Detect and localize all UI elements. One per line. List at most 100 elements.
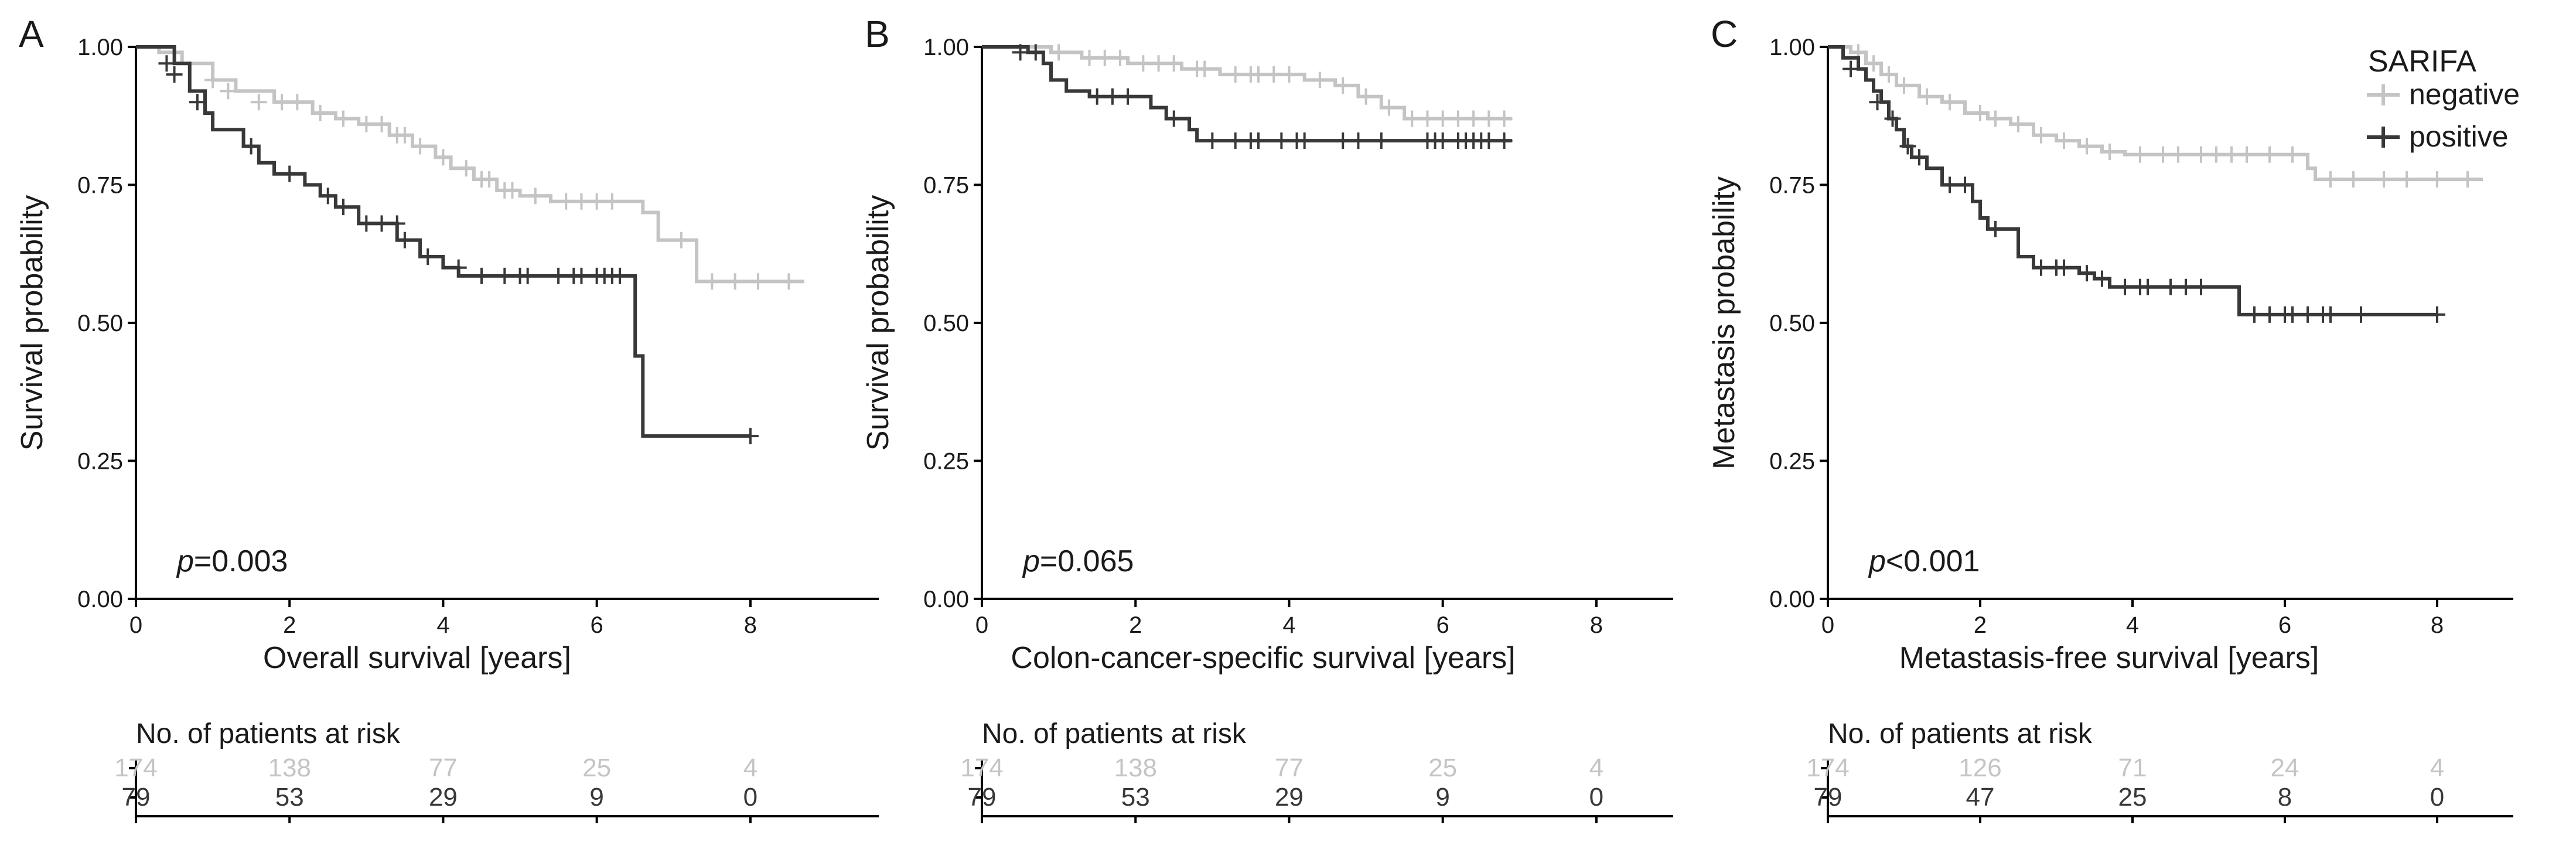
x-tick-label: 6 — [591, 612, 603, 638]
censor-mark-negative — [1465, 110, 1482, 127]
censor-mark-positive — [1120, 88, 1137, 105]
censor-mark-negative — [274, 94, 291, 111]
censor-mark-positive — [419, 248, 436, 265]
censor-mark-positive — [1957, 176, 1973, 193]
censor-mark-positive — [158, 55, 175, 72]
x-tick-label: 8 — [2431, 612, 2444, 638]
censor-mark-positive — [2079, 265, 2095, 282]
censor-mark-negative — [780, 273, 797, 290]
x-tick-label: 6 — [2278, 612, 2291, 638]
censor-mark-negative — [1865, 55, 1882, 72]
legend-title: SARIFA — [2368, 45, 2476, 79]
censor-mark-negative — [673, 231, 690, 248]
censor-mark-positive — [388, 215, 405, 232]
censor-mark-positive — [2117, 278, 2133, 295]
legend-label-negative: negative — [2409, 78, 2520, 111]
censor-mark-negative — [358, 115, 375, 132]
y-axis-title: Survival probability — [15, 195, 49, 451]
censor-mark-negative — [588, 193, 605, 210]
p-value-text: =0.003 — [194, 544, 288, 578]
censor-mark-negative — [412, 138, 429, 155]
censor-mark-positive — [496, 267, 513, 284]
censor-mark-positive — [519, 267, 536, 284]
y-tick-label: 0.50 — [1769, 311, 1815, 336]
panel-label: B — [865, 13, 890, 55]
censor-mark-positive — [2033, 259, 2049, 276]
censor-mark-negative — [458, 160, 475, 177]
risk-count-positive: 47 — [1966, 783, 1995, 812]
censor-mark-negative — [2010, 115, 2026, 132]
p-value-symbol: p — [1022, 544, 1040, 578]
y-tick-label: 0.75 — [77, 173, 123, 199]
censor-mark-negative — [2261, 146, 2278, 163]
risk-table-title: No. of patients at risk — [136, 718, 401, 749]
x-tick-label: 6 — [1437, 612, 1449, 638]
x-tick-label: 0 — [129, 612, 142, 638]
x-axis-title: Overall survival [years] — [263, 641, 571, 675]
censor-mark-positive — [2094, 270, 2110, 287]
risk-count-positive: 29 — [1275, 783, 1304, 812]
p-value-annotation: p<0.001 — [1868, 544, 1980, 578]
censor-mark-positive — [2353, 306, 2369, 323]
y-axis-title: Survival probability — [861, 195, 895, 451]
y-tick-label: 0.00 — [1769, 587, 1815, 612]
risk-count-positive: 0 — [2430, 783, 2444, 812]
censor-mark-positive — [1911, 149, 1927, 166]
censor-mark-negative — [1096, 49, 1113, 66]
censor-mark-positive — [1434, 132, 1451, 149]
p-value-text: <0.001 — [1886, 544, 1980, 578]
censor-mark-negative — [1357, 88, 1374, 105]
censor-mark-positive — [1104, 88, 1121, 105]
censor-mark-positive — [1496, 132, 1513, 149]
censor-mark-negative — [1050, 44, 1067, 61]
risk-count-positive: 9 — [1435, 783, 1449, 812]
censor-mark-negative — [1250, 66, 1267, 83]
x-tick-label: 4 — [2126, 612, 2139, 638]
x-tick-label: 2 — [1129, 612, 1142, 638]
censor-mark-negative — [573, 193, 590, 210]
risk-table-title: No. of patients at risk — [1828, 718, 2093, 749]
censor-mark-positive — [1350, 132, 1367, 149]
panel-b: B 0.00 0.25 0.50 0.75 1.00 0 2 4 6 8 Colon-cancer-s… — [861, 13, 1673, 823]
censor-mark-negative — [2239, 146, 2255, 163]
censor-mark-negative — [504, 182, 521, 199]
censor-mark-negative — [2223, 146, 2240, 163]
censor-mark-positive — [396, 231, 413, 248]
censor-mark-negative — [2132, 146, 2148, 163]
censor-mark-negative — [1496, 110, 1513, 127]
x-tick-label: 4 — [436, 612, 449, 638]
censor-mark-negative — [396, 127, 413, 144]
censor-mark-negative — [1150, 55, 1167, 72]
censor-mark-positive — [2299, 306, 2316, 323]
censor-mark-positive — [1373, 132, 1390, 149]
y-tick-label: 0.00 — [77, 587, 123, 612]
risk-count-negative: 71 — [2118, 754, 2147, 782]
censor-mark-positive — [1480, 132, 1497, 149]
risk-count-negative: 4 — [1589, 754, 1603, 782]
censor-mark-negative — [1419, 110, 1436, 127]
censor-mark-negative — [2345, 171, 2362, 188]
censor-mark-negative — [2170, 146, 2186, 163]
censor-mark-positive — [2193, 278, 2209, 295]
censor-mark-negative — [481, 171, 498, 188]
censor-mark-negative — [2459, 171, 2476, 188]
risk-count-negative: 4 — [2430, 754, 2444, 782]
censor-mark-positive — [2429, 306, 2445, 323]
censor-mark-negative — [1972, 105, 1988, 122]
risk-count-positive: 53 — [1121, 783, 1150, 812]
censor-mark-positive — [450, 259, 467, 276]
censor-mark-positive — [319, 188, 336, 204]
panel-a: A 0.00 0.25 0.50 0.75 1.00 0 2 4 6 8 Overall surviv… — [15, 13, 879, 823]
censor-mark-negative — [1881, 66, 1897, 83]
x-tick-label: 2 — [1974, 612, 1987, 638]
censor-mark-negative — [1919, 88, 1935, 105]
risk-count-positive: 0 — [743, 783, 758, 812]
risk-count-negative: 4 — [743, 754, 758, 782]
censor-mark-positive — [1869, 94, 1886, 111]
censor-mark-positive — [2140, 278, 2156, 295]
censor-mark-negative — [1196, 60, 1213, 77]
censor-mark-negative — [2284, 146, 2301, 163]
censor-mark-positive — [2178, 278, 2194, 295]
censor-mark-positive — [473, 267, 490, 284]
censor-mark-positive — [1027, 44, 1044, 61]
